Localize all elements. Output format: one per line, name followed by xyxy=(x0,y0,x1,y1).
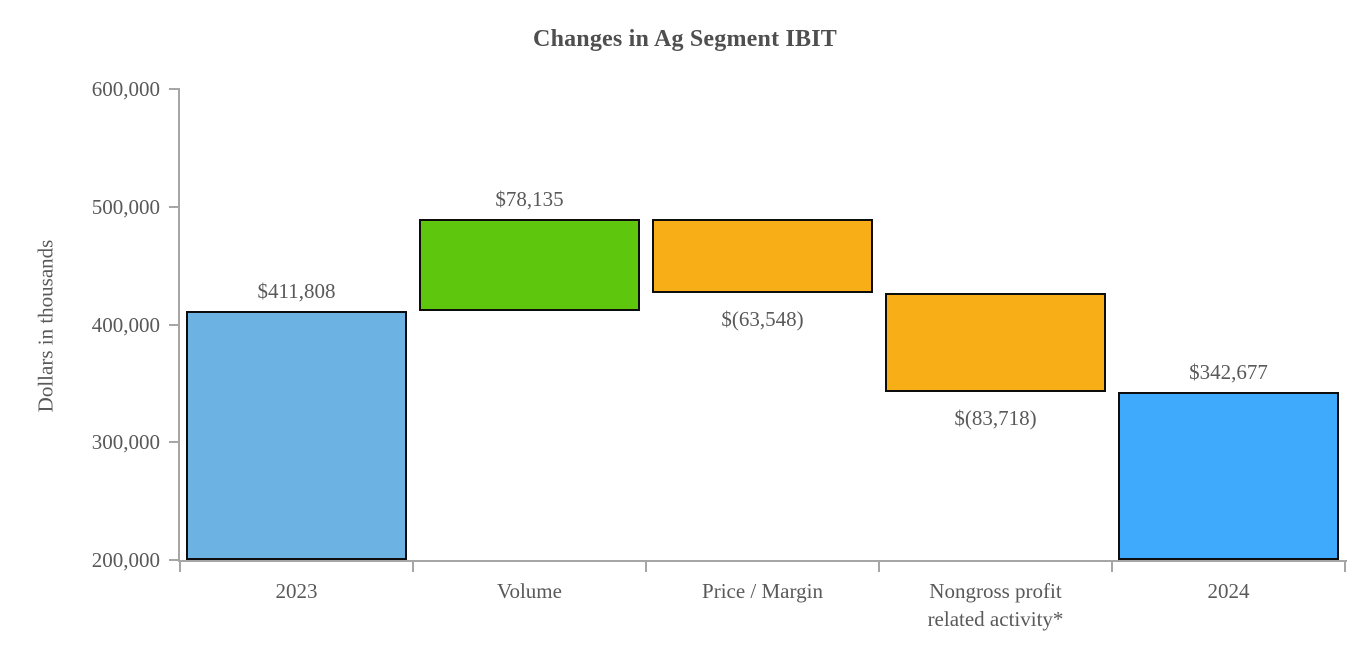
y-axis-tick-label: 500,000 xyxy=(91,194,160,219)
x-axis-line xyxy=(178,560,1347,562)
x-axis-tick xyxy=(179,560,181,572)
x-axis-tick xyxy=(412,560,414,572)
bar xyxy=(419,218,640,311)
y-axis-line xyxy=(178,88,180,562)
y-axis-tick xyxy=(169,88,178,90)
x-axis-tick xyxy=(645,560,647,572)
y-axis-tick-label: 400,000 xyxy=(91,312,160,337)
x-axis-category-label: 2023 xyxy=(275,579,318,603)
y-axis-tick-label: 300,000 xyxy=(91,430,160,455)
y-axis-tick-label: 200,000 xyxy=(91,548,160,572)
x-axis-category-label: Nongross profit related activity* xyxy=(927,579,1064,631)
y-axis-tick xyxy=(169,559,178,561)
bar xyxy=(652,218,873,294)
bar-value-label: $342,677 xyxy=(1189,359,1268,384)
y-axis-tick xyxy=(169,205,178,208)
bar xyxy=(186,310,407,560)
bar xyxy=(1118,391,1339,560)
bar-value-label: $(83,718) xyxy=(954,405,1037,430)
chart-title: Changes in Ag Segment IBIT xyxy=(533,26,837,52)
bar-value-label: $78,135 xyxy=(495,186,564,211)
x-axis-tick xyxy=(1344,560,1346,572)
x-axis-tick xyxy=(878,560,880,572)
bar-value-label: $411,808 xyxy=(257,278,336,303)
x-axis-tick xyxy=(1111,560,1113,572)
bar-value-label: $(63,548) xyxy=(721,307,804,332)
x-axis-category-label: Volume xyxy=(497,579,562,603)
y-axis-tick xyxy=(169,441,178,444)
y-axis-tick-label: 600,000 xyxy=(91,77,160,101)
x-axis-category-label: 2024 xyxy=(1207,579,1250,603)
x-axis-category-label: Price / Margin xyxy=(702,579,823,603)
bar xyxy=(885,293,1106,392)
y-axis-tick xyxy=(169,323,178,326)
